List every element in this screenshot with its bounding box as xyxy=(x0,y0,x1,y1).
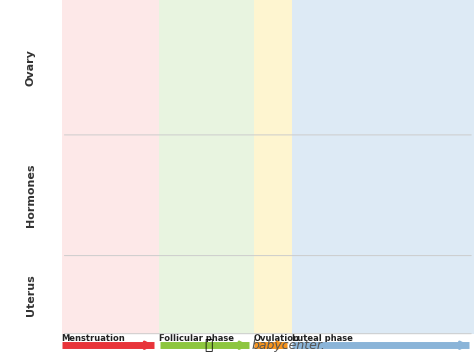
Text: Uterus: Uterus xyxy=(26,274,36,316)
Circle shape xyxy=(422,70,474,87)
Text: Corpus
albicans: Corpus albicans xyxy=(435,10,464,22)
Circle shape xyxy=(384,73,419,84)
Circle shape xyxy=(94,75,111,81)
Bar xyxy=(62,135,159,256)
Circle shape xyxy=(150,53,278,95)
Circle shape xyxy=(70,73,103,84)
Circle shape xyxy=(222,52,350,94)
Polygon shape xyxy=(230,249,298,316)
Bar xyxy=(292,256,474,334)
Text: Luteal phase: Luteal phase xyxy=(292,334,352,343)
Text: LH: LH xyxy=(243,134,255,143)
Circle shape xyxy=(109,75,129,82)
Circle shape xyxy=(203,73,242,86)
Bar xyxy=(292,135,474,256)
Polygon shape xyxy=(91,257,129,307)
Text: Ovary: Ovary xyxy=(26,49,36,86)
Circle shape xyxy=(92,70,146,87)
Text: FSH: FSH xyxy=(152,142,170,152)
Text: Developing
follicle: Developing follicle xyxy=(96,10,135,22)
Bar xyxy=(254,256,292,334)
Polygon shape xyxy=(391,249,458,316)
Circle shape xyxy=(299,62,398,94)
Circle shape xyxy=(80,76,92,80)
Circle shape xyxy=(80,71,126,86)
Text: Ovulation: Ovulation xyxy=(270,1,303,7)
Text: Estrogen: Estrogen xyxy=(136,193,176,202)
Text: Early
corpus
luteum: Early corpus luteum xyxy=(336,10,361,29)
Circle shape xyxy=(266,37,307,50)
Text: Hormones: Hormones xyxy=(26,164,36,227)
Bar xyxy=(62,256,159,334)
Text: Ovulation: Ovulation xyxy=(254,334,300,343)
Text: Regressing
corpus
luteum: Regressing corpus luteum xyxy=(383,10,421,29)
Circle shape xyxy=(436,74,463,83)
Circle shape xyxy=(128,74,153,82)
Bar xyxy=(254,135,292,256)
Polygon shape xyxy=(76,249,144,316)
Polygon shape xyxy=(310,249,378,316)
Text: babycenter.: babycenter. xyxy=(251,339,325,352)
Text: Mature
follicle: Mature follicle xyxy=(202,10,227,22)
Text: Follicular phase: Follicular phase xyxy=(159,334,234,343)
Circle shape xyxy=(363,65,441,91)
Polygon shape xyxy=(164,249,231,316)
Bar xyxy=(159,135,254,256)
Bar xyxy=(159,256,254,334)
Text: 🌿: 🌿 xyxy=(204,338,213,353)
Circle shape xyxy=(215,77,230,82)
Circle shape xyxy=(107,67,173,89)
Circle shape xyxy=(325,71,372,86)
Text: Progesterone: Progesterone xyxy=(330,217,390,226)
Text: Menstruation: Menstruation xyxy=(62,334,125,343)
